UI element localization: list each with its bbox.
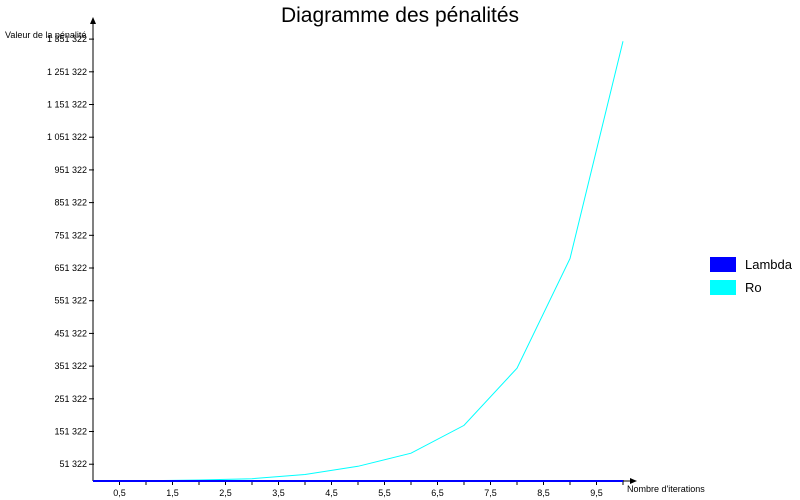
x-tick-label: 8,5 [537, 488, 550, 498]
y-tick-label: 151 322 [54, 427, 87, 437]
y-tick-label: 451 322 [54, 328, 87, 338]
x-axis-arrow [630, 478, 637, 484]
series-line-ro [92, 41, 624, 482]
x-ticks: 0,5 1,5 2,5 3,5 4,5 5,5 6,5 7,5 8,5 9,5 [113, 480, 624, 498]
y-tick-label: 651 322 [54, 263, 87, 273]
x-tick-label: 1,5 [166, 488, 179, 498]
y-tick-label: 751 322 [54, 230, 87, 240]
x-tick-label: 6,5 [431, 488, 444, 498]
y-tick-label: 551 322 [54, 296, 87, 306]
y-ticks: 51 322 151 322 251 322 351 322 451 322 551 32… [47, 34, 94, 469]
chart-title: Diagramme des pénalités [281, 4, 519, 27]
y-tick-label: 251 322 [54, 394, 87, 404]
y-axis-arrow [90, 17, 96, 24]
x-tick-label: 7,5 [484, 488, 497, 498]
x-tick-label: 9,5 [590, 488, 603, 498]
x-axis-label: Nombre d'iterations [627, 484, 705, 494]
y-tick-label: 1 151 322 [47, 100, 87, 110]
series-lines [92, 41, 624, 482]
y-axis-label: Valeur de la pénalité [5, 30, 86, 40]
legend-label-ro: Ro [745, 280, 762, 295]
legend-label-lambda: Lambda [745, 257, 793, 272]
y-tick-label: 351 322 [54, 361, 87, 371]
x-tick-label: 5,5 [378, 488, 391, 498]
axes [90, 17, 637, 484]
legend-swatch-lambda [710, 257, 736, 272]
x-tick-label: 2,5 [219, 488, 232, 498]
y-tick-label: 1 351 322 [47, 34, 87, 44]
y-tick-label: 851 322 [54, 198, 87, 208]
y-tick-label: 1 051 322 [47, 132, 87, 142]
legend-swatch-ro [710, 280, 736, 295]
x-tick-label: 0,5 [113, 488, 126, 498]
x-tick-label: 3,5 [272, 488, 285, 498]
y-tick-label: 51 322 [59, 459, 87, 469]
y-tick-label: 1 251 322 [47, 67, 87, 77]
y-tick-label: 951 322 [54, 165, 87, 175]
x-tick-label: 4,5 [325, 488, 338, 498]
legend: Lambda Ro [710, 257, 793, 295]
